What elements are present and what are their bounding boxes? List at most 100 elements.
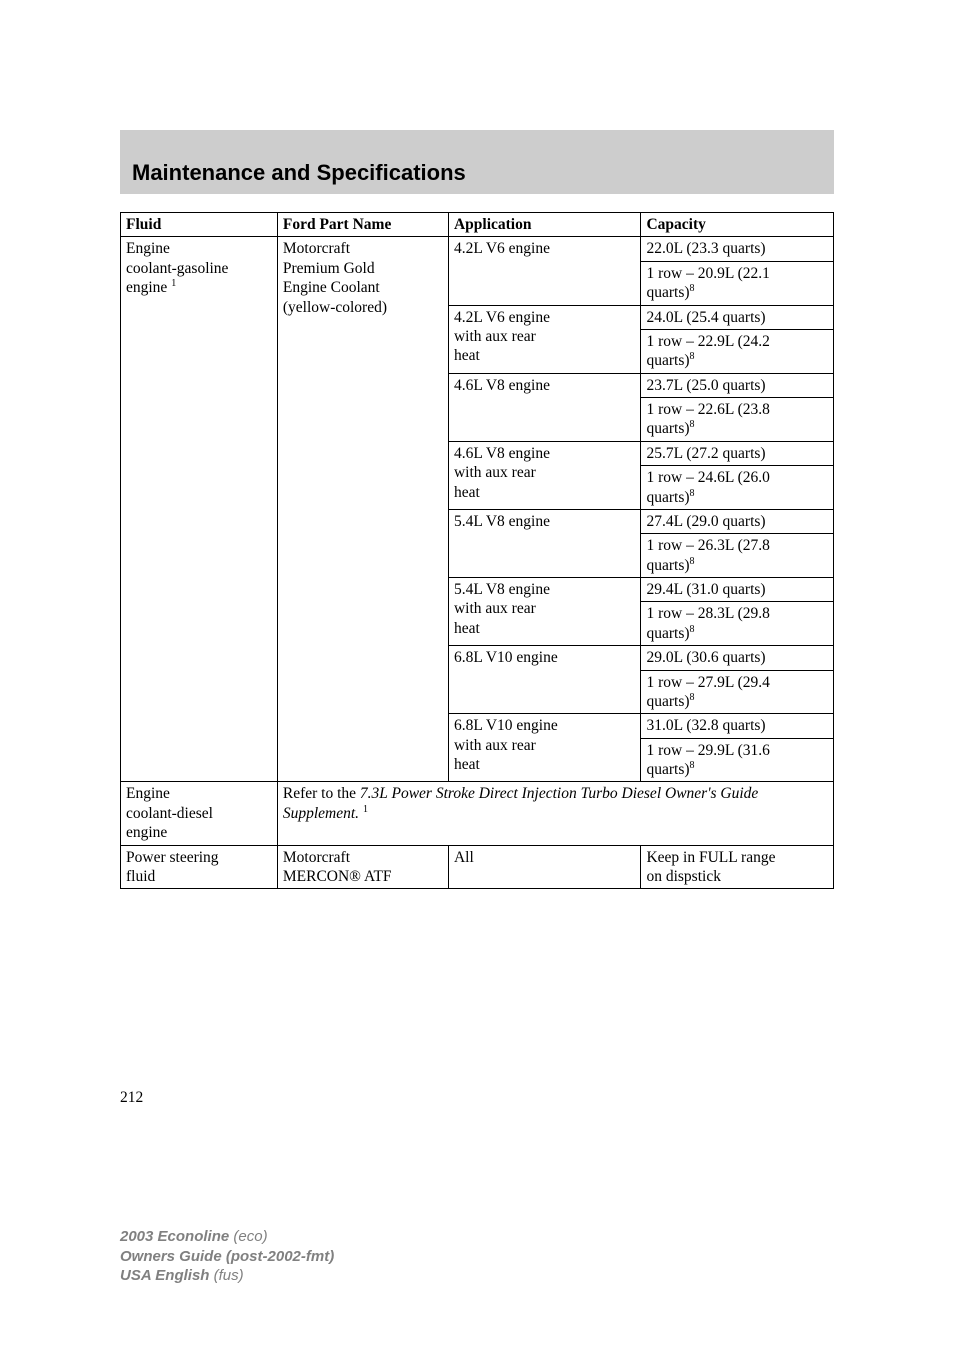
text: 2003 Econoline: [120, 1228, 229, 1245]
text: engine: [126, 824, 167, 841]
text: Power steering: [126, 849, 219, 866]
text: quarts): [646, 489, 689, 506]
table-header-row: Fluid Ford Part Name Application Capacit…: [121, 213, 834, 237]
text: 5.4L V8 engine: [454, 581, 550, 598]
text: (eco): [229, 1228, 267, 1245]
col-ford-part-name: Ford Part Name: [277, 213, 448, 237]
text: Owners Guide (post-2002-fmt): [120, 1248, 334, 1265]
text: fluid: [126, 868, 155, 885]
text: Premium Gold: [283, 260, 375, 277]
table-row: Engine coolant-gasoline engine 1 Motorcr…: [121, 237, 834, 261]
capacity-cell: 27.4L (29.0 quarts): [641, 509, 834, 533]
footnote-sup: 8: [690, 283, 695, 294]
footnote-sup: 8: [690, 419, 695, 430]
text: Engine: [126, 785, 170, 802]
footnote-sup: 8: [690, 351, 695, 362]
fluid-coolant-gasoline: Engine coolant-gasoline engine 1: [121, 237, 278, 782]
text: with aux rear: [454, 464, 536, 481]
text: 1 row – 24.6L (26.0: [646, 469, 769, 486]
application-cell: 4.2L V6 engine with aux rear heat: [448, 305, 641, 373]
capacity-cell: 1 row – 29.9L (31.6 quarts)8: [641, 738, 834, 782]
capacity-cell: 1 row – 27.9L (29.4 quarts)8: [641, 670, 834, 714]
footnote-sup: 1: [171, 278, 176, 289]
capacity-cell: 22.0L (23.3 quarts): [641, 237, 834, 261]
application-cell: 5.4L V8 engine: [448, 509, 641, 577]
text: quarts): [646, 352, 689, 369]
capacity-cell: 24.0L (25.4 quarts): [641, 305, 834, 329]
diesel-note-cell: Refer to the 7.3L Power Stroke Direct In…: [277, 782, 833, 845]
footnote-sup: 8: [690, 555, 695, 566]
text: 1 row – 29.9L (31.6: [646, 742, 769, 759]
text: 5.4L V8 engine: [454, 513, 550, 530]
text: (yellow-colored): [283, 299, 387, 316]
text: coolant-diesel: [126, 805, 213, 822]
text: 1 row – 27.9L (29.4: [646, 674, 769, 691]
page-body: Maintenance and Specifications Fluid For…: [0, 0, 954, 1346]
footer-line-2: Owners Guide (post-2002-fmt): [120, 1247, 834, 1267]
text: quarts): [646, 693, 689, 710]
capacity-cell: 1 row – 26.3L (27.8 quarts)8: [641, 534, 834, 578]
text: quarts): [646, 420, 689, 437]
text: MERCON® ATF: [283, 868, 392, 885]
application-cell: 4.2L V6 engine: [448, 237, 641, 305]
application-cell: 4.6L V8 engine with aux rear heat: [448, 441, 641, 509]
text: quarts): [646, 557, 689, 574]
text: 1 row – 26.3L (27.8: [646, 537, 769, 554]
section-title: Maintenance and Specifications: [132, 160, 822, 186]
text: Engine: [126, 240, 170, 257]
specifications-table: Fluid Ford Part Name Application Capacit…: [120, 212, 834, 889]
footnote-sup: 8: [690, 624, 695, 635]
capacity-cell: 29.4L (31.0 quarts): [641, 578, 834, 602]
capacity-cell: 23.7L (25.0 quarts): [641, 373, 834, 397]
text: Motorcraft: [283, 849, 350, 866]
text: 1 row – 22.6L (23.8: [646, 401, 769, 418]
footer-line-3: USA English (fus): [120, 1266, 834, 1286]
text: quarts): [646, 625, 689, 642]
text: with aux rear: [454, 600, 536, 617]
part-name-power-steering: Motorcraft MERCON® ATF: [277, 845, 448, 889]
text: Motorcraft: [283, 240, 350, 257]
text: 1 row – 22.9L (24.2: [646, 333, 769, 350]
footnote-sup: 8: [690, 487, 695, 498]
footnote-sup: 8: [690, 760, 695, 771]
page-number: 212: [120, 1089, 834, 1107]
text: heat: [454, 484, 480, 501]
text: 6.8L V10 engine: [454, 649, 558, 666]
col-application: Application: [448, 213, 641, 237]
text: 1 row – 20.9L (22.1: [646, 265, 769, 282]
text: heat: [454, 347, 480, 364]
text: 4.6L V8 engine: [454, 445, 550, 462]
text: (fus): [209, 1267, 243, 1284]
section-header-band: Maintenance and Specifications: [120, 130, 834, 194]
capacity-cell: 1 row – 28.3L (29.8 quarts)8: [641, 602, 834, 646]
footer-block: 2003 Econoline (eco) Owners Guide (post-…: [120, 1227, 834, 1286]
footer-line-1: 2003 Econoline (eco): [120, 1227, 834, 1247]
application-cell: 5.4L V8 engine with aux rear heat: [448, 578, 641, 646]
text: Keep in FULL range: [646, 849, 775, 866]
col-fluid: Fluid: [121, 213, 278, 237]
text: with aux rear: [454, 328, 536, 345]
application-cell: All: [448, 845, 641, 889]
text: engine: [126, 279, 167, 296]
text: 4.2L V6 engine: [454, 240, 550, 257]
text: on dispstick: [646, 868, 721, 885]
capacity-cell: Keep in FULL range on dispstick: [641, 845, 834, 889]
text: quarts): [646, 284, 689, 301]
text: 6.8L V10 engine: [454, 717, 558, 734]
capacity-cell: 1 row – 24.6L (26.0 quarts)8: [641, 466, 834, 510]
text: heat: [454, 756, 480, 773]
capacity-cell: 1 row – 20.9L (22.1 quarts)8: [641, 261, 834, 305]
footnote-sup: 8: [690, 692, 695, 703]
fluid-power-steering: Power steering fluid: [121, 845, 278, 889]
text: USA English: [120, 1267, 209, 1284]
col-capacity: Capacity: [641, 213, 834, 237]
application-cell: 6.8L V10 engine with aux rear heat: [448, 714, 641, 782]
text: 1 row – 28.3L (29.8: [646, 605, 769, 622]
text: with aux rear: [454, 737, 536, 754]
part-name-coolant-gasoline: Motorcraft Premium Gold Engine Coolant (…: [277, 237, 448, 782]
text: Refer to the: [283, 785, 360, 802]
text: quarts): [646, 761, 689, 778]
application-cell: 4.6L V8 engine: [448, 373, 641, 441]
text: Engine Coolant: [283, 279, 380, 296]
capacity-cell: 29.0L (30.6 quarts): [641, 646, 834, 670]
